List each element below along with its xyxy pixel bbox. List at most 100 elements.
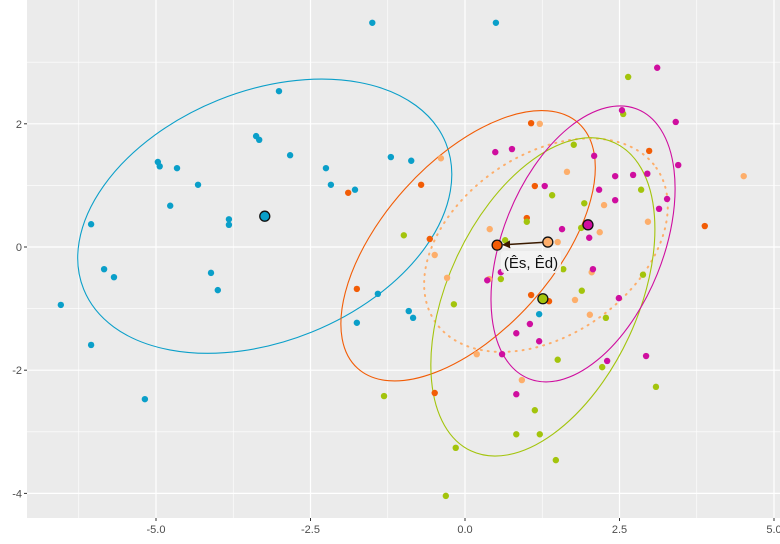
blue-point xyxy=(214,286,221,294)
green-point xyxy=(570,141,577,148)
blue-point xyxy=(207,269,215,277)
blue-point xyxy=(110,273,118,281)
x-tick-label: 2.5 xyxy=(612,524,627,536)
green-point xyxy=(523,218,530,225)
blue-point xyxy=(173,164,181,172)
annotations xyxy=(259,210,594,305)
blue-point xyxy=(57,301,65,309)
green-point xyxy=(552,456,560,464)
magenta-point xyxy=(644,170,651,177)
blue-point xyxy=(492,19,500,26)
blue-point xyxy=(225,221,233,229)
magenta-point xyxy=(508,145,516,153)
green-point xyxy=(637,186,645,193)
magenta-point xyxy=(653,64,661,71)
magenta-point xyxy=(526,320,534,328)
green-point xyxy=(602,314,610,322)
green-point xyxy=(450,301,458,308)
peach-centroid xyxy=(542,236,554,248)
peach-point xyxy=(554,238,561,246)
green-point xyxy=(497,275,505,283)
magenta-point xyxy=(663,195,671,203)
magenta-point xyxy=(535,338,543,345)
magenta-point xyxy=(615,294,623,302)
orange-point xyxy=(645,147,653,155)
magenta-point xyxy=(586,234,593,241)
magenta-point xyxy=(611,172,619,180)
peach-point xyxy=(596,229,603,236)
blue-point xyxy=(409,314,417,322)
orange-point xyxy=(527,291,535,299)
magenta-ellipse xyxy=(490,105,676,383)
y-tick-label: -2 xyxy=(12,365,22,377)
green-point xyxy=(639,271,647,278)
blue-point xyxy=(256,136,263,144)
magenta-point xyxy=(611,196,619,204)
green-centroid xyxy=(537,293,549,305)
peach-point xyxy=(740,172,747,180)
annotation-background xyxy=(501,251,561,273)
peach-point xyxy=(473,350,480,358)
magenta-point xyxy=(541,182,548,190)
magenta-point xyxy=(589,265,597,273)
green-point xyxy=(578,287,586,294)
orange-ellipse xyxy=(340,110,596,382)
green-point xyxy=(652,383,660,391)
orange-point xyxy=(344,189,352,196)
green-point xyxy=(560,265,567,273)
orange-centroid xyxy=(491,239,503,251)
green-point xyxy=(400,232,408,239)
annotation-group: (Ês, Êd) xyxy=(501,251,561,273)
orange-point xyxy=(426,235,433,243)
green-point xyxy=(501,237,509,244)
plot-panel xyxy=(27,0,780,518)
green-point xyxy=(598,363,606,371)
x-tick-label: -2.5 xyxy=(301,524,320,536)
magenta-point xyxy=(629,171,637,179)
peach-point xyxy=(437,155,445,162)
magenta-point xyxy=(618,107,626,114)
blue-point xyxy=(225,216,233,223)
magenta-point xyxy=(590,152,598,160)
y-tick-label: -4 xyxy=(12,488,22,500)
blue-ellipse xyxy=(77,78,453,354)
blue-point xyxy=(87,341,95,349)
peach-point xyxy=(600,201,608,209)
green-ellipse xyxy=(430,137,656,457)
x-tick-label: 0.0 xyxy=(457,524,472,536)
green-point xyxy=(531,407,539,414)
magenta-point xyxy=(655,205,663,213)
green-point xyxy=(442,492,450,500)
blue-point xyxy=(353,319,361,326)
orange-point xyxy=(353,285,361,293)
magenta-point xyxy=(492,148,499,156)
points xyxy=(57,19,747,500)
y-tick-label: 2 xyxy=(16,119,22,131)
blue-point xyxy=(286,152,294,159)
magenta-point xyxy=(595,186,603,193)
magenta-centroid xyxy=(582,219,594,231)
blue-point xyxy=(535,310,543,318)
green-point xyxy=(581,200,588,207)
blue-point xyxy=(275,87,283,95)
blue-point xyxy=(369,19,376,26)
green-point xyxy=(380,392,388,400)
x-tick-label: -5.0 xyxy=(147,524,166,536)
blue-point xyxy=(322,164,330,172)
blue-point xyxy=(167,202,174,209)
ellipses xyxy=(77,78,676,457)
green-point xyxy=(548,192,556,199)
magenta-point xyxy=(675,161,682,169)
peach-point xyxy=(486,225,493,233)
green-point xyxy=(513,431,520,438)
peach-point xyxy=(563,168,571,176)
blue-point xyxy=(405,307,412,315)
blue-point xyxy=(351,186,359,193)
orange-point xyxy=(527,119,535,127)
annotation-label: (Ês, Êd) xyxy=(504,255,558,272)
blue-point xyxy=(387,153,395,161)
peach-point xyxy=(518,376,526,384)
blue-point xyxy=(194,181,202,188)
orange-point xyxy=(701,222,708,230)
